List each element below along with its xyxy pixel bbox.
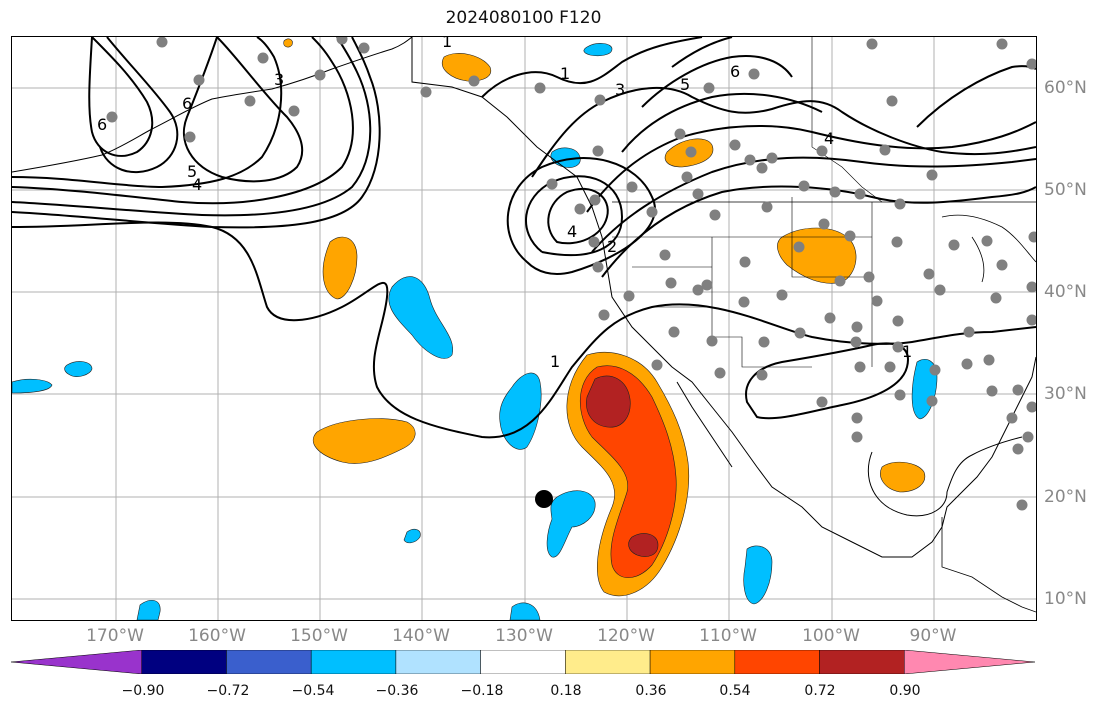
- map-canvas: 1 1 1 1 2 3 3 4 4 4 5 5 6 6 6: [12, 37, 1036, 620]
- lat-label: 30°N: [1044, 384, 1087, 404]
- lon-label: 160°W: [188, 626, 246, 646]
- lat-label: 50°N: [1044, 180, 1087, 200]
- graticule: [12, 37, 1036, 620]
- anomaly-shading: [12, 38, 938, 620]
- colorbar-segment: [819, 650, 905, 674]
- lon-label: 90°W: [909, 626, 957, 646]
- colorbar-extension-high: [904, 650, 1035, 674]
- colorbar-segment: [395, 650, 481, 674]
- contour-label: 5: [680, 75, 690, 94]
- lon-label: 110°W: [699, 626, 757, 646]
- colorbar-segment: [734, 650, 820, 674]
- lon-label: 150°W: [290, 626, 348, 646]
- station-markers: [106, 37, 1036, 511]
- contour-label: 4: [192, 175, 202, 194]
- contour-label-group: 1 1 1 1 2 3 3 4 4 4 5 5 6 6 6: [97, 37, 912, 371]
- colorbar-tick-label: 0.36: [635, 683, 667, 699]
- lat-label: 40°N: [1044, 282, 1087, 302]
- lat-label: 60°N: [1044, 78, 1087, 98]
- contour-label: 4: [824, 129, 834, 148]
- lon-label: 100°W: [802, 626, 860, 646]
- lon-label: 170°W: [86, 626, 144, 646]
- lon-label: 140°W: [392, 626, 450, 646]
- colorbar-tick-label: −0.36: [375, 683, 419, 699]
- storm-position-marker: [535, 490, 553, 508]
- lat-label: 20°N: [1044, 487, 1087, 507]
- colorbar-segment: [310, 650, 397, 674]
- contour-label: 2: [607, 237, 617, 256]
- contour-label: 1: [442, 37, 452, 51]
- colorbar-tick-label: −0.18: [460, 683, 504, 699]
- contour-label: 6: [730, 62, 740, 81]
- colorbar: [11, 650, 1035, 674]
- plot-title: 2024080100 F120: [445, 8, 602, 28]
- colorbar-extension-low: [11, 650, 142, 674]
- colorbar-segment: [480, 650, 566, 674]
- colorbar-tick-label: 0.90: [889, 683, 921, 699]
- contour-label: 3: [274, 70, 284, 89]
- contour-label: 1: [560, 64, 570, 83]
- contour-label: 1: [550, 352, 560, 371]
- colorbar-segment: [141, 650, 227, 674]
- map-panel[interactable]: 1 1 1 1 2 3 3 4 4 4 5 5 6 6 6: [11, 36, 1037, 621]
- colorbar-tick-label: 0.72: [804, 683, 836, 699]
- contour-label: 6: [97, 115, 107, 134]
- lon-label: 120°W: [597, 626, 655, 646]
- lat-label: 10°N: [1044, 589, 1087, 609]
- coastlines: [12, 37, 1036, 613]
- contour-label: 3: [615, 80, 625, 99]
- colorbar-tick-label: −0.72: [206, 683, 250, 699]
- colorbar-tick-label: −0.54: [291, 683, 335, 699]
- colorbar-tick-label: 0.18: [550, 683, 582, 699]
- colorbar-tick-label: 0.54: [719, 683, 751, 699]
- contour-label: 6: [182, 94, 192, 113]
- colorbar-segment: [565, 650, 651, 674]
- lon-label: 130°W: [495, 626, 553, 646]
- colorbar-segment: [649, 650, 736, 674]
- contour-label: 1: [902, 342, 912, 361]
- colorbar-tick-label: −0.90: [121, 683, 165, 699]
- colorbar-segment: [226, 650, 312, 674]
- contour-label: 5: [187, 162, 197, 181]
- contour-label: 4: [567, 222, 577, 241]
